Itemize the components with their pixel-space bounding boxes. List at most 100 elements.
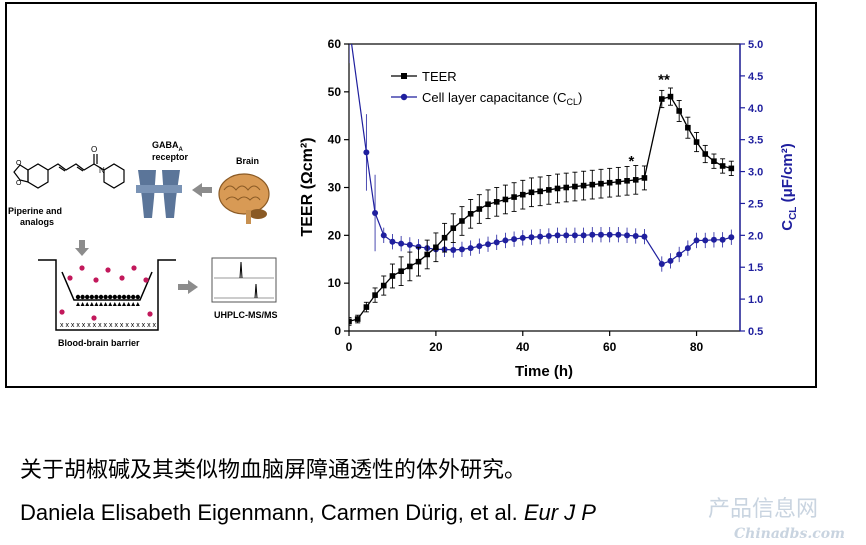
svg-text:N: N <box>99 166 105 175</box>
legend-capacitance-label: Cell layer capacitance (CCL) <box>422 90 582 107</box>
figure-frame <box>5 2 817 388</box>
y-tick-right-label: 4.5 <box>748 71 763 83</box>
teer-point <box>572 183 578 190</box>
barrier-label: Blood-brain barrier <box>58 338 140 348</box>
svg-text:O: O <box>91 145 97 154</box>
pericyte-cell <box>85 302 90 306</box>
plot-frame <box>348 43 741 332</box>
teer-point <box>615 178 622 185</box>
figure: O O O N Piperine and analogs GABAA recep… <box>8 22 799 380</box>
teer-point <box>546 187 552 193</box>
capacitance-point <box>693 237 700 244</box>
capacitance-point <box>415 243 422 250</box>
capacitance-point <box>597 231 604 238</box>
teer-point <box>598 180 604 187</box>
monolayer-cell <box>121 294 127 300</box>
watermark-line2: Chinadbs.com <box>734 526 845 542</box>
pericyte-cell <box>135 302 140 306</box>
schematic: O O O N Piperine and analogs GABAA recep… <box>8 140 278 348</box>
capacitance-point <box>485 241 492 248</box>
teer-point <box>589 181 596 188</box>
pericyte-cell <box>80 302 85 306</box>
x-tick-label: 0 <box>346 340 353 354</box>
capacitance-point <box>710 236 717 243</box>
y-tick-left-label: 60 <box>328 37 342 51</box>
y-tick-right-label: 3.5 <box>748 135 763 147</box>
teer-point <box>372 292 378 298</box>
significance-marker: * <box>628 153 634 170</box>
pericyte-cell <box>112 302 117 306</box>
teer-point <box>641 175 648 181</box>
capacitance-point <box>493 239 500 246</box>
teer-point <box>511 194 517 200</box>
capacitance-point <box>389 238 396 245</box>
significance-marker: ** <box>658 72 670 89</box>
monolayer-cell <box>135 294 140 300</box>
capacitance-point <box>632 232 639 239</box>
monolayer-cell <box>94 294 99 300</box>
teer-point <box>459 218 465 224</box>
y-tick-left-label: 20 <box>328 228 342 242</box>
capacitance-point <box>458 246 465 253</box>
monolayer-cell <box>75 294 81 300</box>
legend-capacitance-marker <box>400 93 408 101</box>
teer-point <box>363 304 370 310</box>
monolayer-cell <box>126 294 131 300</box>
pericyte-cell <box>99 302 103 306</box>
teer-point <box>493 199 500 205</box>
watermark-line1: 产品信息网 <box>708 497 818 522</box>
receptor-icon <box>136 170 182 218</box>
pericyte-cell <box>89 302 94 306</box>
monolayer-cell <box>98 294 104 300</box>
teer-point <box>476 206 483 212</box>
capacitance-point <box>571 232 578 239</box>
pericyte-cell <box>126 302 131 306</box>
teer-point <box>693 139 700 145</box>
monolayer-cell <box>131 294 136 300</box>
arrow-left-icon <box>192 183 212 197</box>
y-axis-left-label: TEER (Ωcm²) <box>299 137 316 236</box>
caption-title: 关于胡椒碱及其类似物血脑屏障通透性的体外研究。 <box>20 457 527 482</box>
teer-point <box>502 196 509 203</box>
pericyte-cell <box>117 302 122 306</box>
chart-legend: TEER Cell layer capacitance (CCL) <box>391 69 582 107</box>
teer-point <box>519 191 526 198</box>
capacitance-point <box>398 240 405 247</box>
capacitance-point <box>684 245 691 252</box>
capacitance-point <box>728 234 735 241</box>
x-tick-label: 20 <box>429 340 443 354</box>
y-tick-left-label: 10 <box>328 276 342 290</box>
teer-chart: 0 20 40 60 80 0 10 20 30 40 50 60 0.5 1.0 1.5 2.0 2.5 3… <box>299 22 799 380</box>
capacitance-point <box>380 232 387 239</box>
teer-point <box>424 251 430 258</box>
capacitance-point <box>641 233 648 240</box>
teer-point <box>719 163 726 169</box>
x-tick-label: 40 <box>516 340 530 354</box>
capacitance-point <box>554 232 561 239</box>
y-tick-left-label: 50 <box>328 85 342 99</box>
monolayer-cell <box>80 294 85 300</box>
svg-text:O: O <box>16 160 22 167</box>
capacitance-point <box>537 233 544 240</box>
y-tick-left-label: 0 <box>334 324 341 338</box>
y-axis-right-label: CCL (μF/cm²) <box>779 143 799 231</box>
monolayer-cell <box>108 294 113 300</box>
assay-label: UHPLC-MS/MS <box>214 310 278 320</box>
receptor-label: GABAA <box>152 140 184 153</box>
legend-teer-label: TEER <box>422 69 457 84</box>
legend-teer-marker <box>401 73 407 79</box>
teer-point <box>354 316 361 322</box>
capacitance-point <box>667 257 674 264</box>
brain-label: Brain <box>236 156 259 166</box>
capacitance-point <box>406 241 413 248</box>
arrow-down-icon <box>75 240 89 256</box>
caption-author-list: Daniela Elisabeth Eigenmann, Carmen Düri… <box>20 500 524 525</box>
capacitance-point <box>346 22 352 28</box>
teer-point <box>685 124 691 131</box>
capacitance-line <box>351 44 732 265</box>
teer-point <box>349 318 352 325</box>
x-axis-label: Time (h) <box>515 363 573 380</box>
caption-authors: Daniela Elisabeth Eigenmann, Carmen Düri… <box>20 500 596 526</box>
monolayer-cell <box>103 294 108 300</box>
monolayer-cell <box>85 294 90 300</box>
